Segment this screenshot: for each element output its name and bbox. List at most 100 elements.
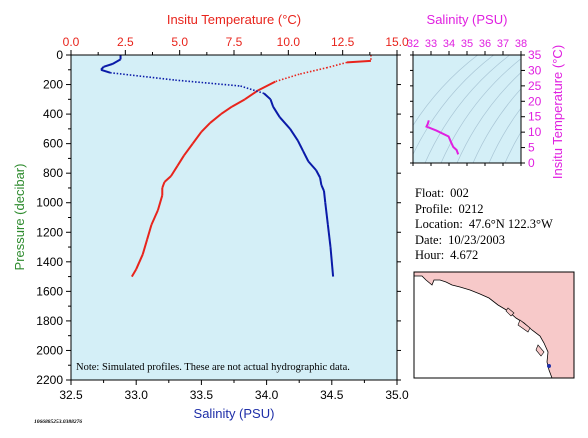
salinity-series: [100, 55, 335, 277]
pressure-tick-label: 1400: [36, 255, 63, 269]
ts-salinity-tick-label: 38: [515, 38, 527, 50]
series-segment: [275, 73, 300, 83]
salinity-tick-label: 33.5: [190, 388, 214, 402]
pressure-tick-label: 2000: [36, 343, 63, 357]
series-segment: [269, 98, 275, 108]
series-segment: [209, 113, 222, 124]
series-segment: [156, 195, 164, 211]
temperature-tick-label: 0.0: [63, 35, 80, 49]
density-contour: [504, 131, 521, 163]
ts-temperature-tick-label: 25: [528, 79, 542, 93]
ts-temperature-tick-label: 20: [528, 94, 542, 108]
temperature-tick-label: 10.0: [277, 35, 301, 49]
float-location-marker: [547, 364, 551, 368]
series-segment: [170, 165, 179, 177]
density-contour: [413, 55, 479, 127]
ts-salinity-tick-label: 36: [479, 38, 491, 50]
date-row: Date: 10/23/2003: [415, 233, 553, 249]
date-value: 10/23/2003: [448, 232, 506, 247]
profile-label: Profile:: [415, 201, 453, 216]
salinity-axis-label: Salinity (PSU): [194, 406, 275, 421]
timestamp-stamp: 1066885253.0388276: [34, 419, 83, 425]
pressure-tick-label: 400: [43, 107, 63, 121]
density-contour: [440, 58, 521, 163]
temperature-axis: 0.0 2.5 5.0 7.5 10.0 12.5 15.0: [63, 35, 409, 55]
series-segment: [327, 61, 348, 69]
profile-row: Profile: 0212: [415, 202, 553, 218]
temperature-tick-label: 2.5: [117, 35, 134, 49]
salinity-tick-label: 34.5: [320, 388, 344, 402]
pressure-tick-label: 600: [43, 137, 63, 151]
temperature-axis-label: Insitu Temperature (°C): [167, 12, 301, 27]
ts-plot-area: [413, 55, 521, 163]
density-contour: [472, 88, 521, 163]
series-segment: [183, 143, 194, 157]
ts-temperature-tick-label: 30: [528, 63, 542, 77]
hour-row: Hour: 4.672: [415, 248, 553, 264]
series-segment: [240, 85, 265, 95]
ts-salinity-tick-label: 37: [497, 38, 509, 50]
series-segment: [103, 62, 114, 68]
ts-salinity-tick-label: 32: [407, 38, 419, 50]
series-segment: [322, 190, 327, 203]
ts-temperature-tick-label: 0: [528, 156, 535, 170]
profile-value: 0212: [458, 201, 484, 216]
salinity-tick-label: 33.0: [125, 388, 149, 402]
series-segment: [297, 140, 305, 152]
ts-salinity-tick-label: 35: [461, 38, 473, 50]
density-contour: [456, 72, 521, 163]
ts-temperature-axis-label: Insitu Temperature (°C): [550, 45, 565, 179]
ts-temperature-tick-label: 10: [528, 125, 542, 139]
location-row: Location: 47.6°N 122.3°W: [415, 217, 553, 233]
profile-plot-area: [71, 55, 397, 380]
ts-salinity-tick-label: 34: [443, 38, 455, 50]
pressure-tick-label: 0: [56, 48, 63, 62]
series-segment: [150, 209, 159, 226]
series-segment: [320, 184, 325, 192]
series-segment: [100, 68, 111, 74]
ts-salinity-tick-label: 33: [425, 38, 437, 50]
temperature-series: [130, 55, 372, 278]
series-segment: [141, 239, 149, 255]
ts-curve: [425, 120, 460, 155]
map-frame: [413, 271, 575, 379]
salinity-axis: 32.5 33.0 33.5 34.0 34.5 35.0: [59, 380, 409, 402]
series-segment: [346, 59, 371, 64]
location-value: 47.6°N 122.3°W: [468, 217, 553, 231]
profile-plot: 0 200 400 600 800 1000 1200 1400 1600 1800 2000 220…: [12, 12, 409, 421]
series-segment: [257, 80, 276, 92]
series-segment: [146, 224, 153, 240]
pressure-tick-label: 200: [43, 78, 63, 92]
series-segment: [278, 116, 291, 130]
series-segment: [135, 254, 144, 270]
pressure-tick-label: 800: [43, 166, 63, 180]
density-contour: [413, 55, 495, 156]
series-segment: [302, 150, 310, 162]
float-info-panel: Float: 002 Profile: 0212 Location: 47.6°N 1…: [415, 186, 553, 264]
hour-label: Hour:: [415, 248, 445, 262]
float-label: Float:: [415, 186, 445, 200]
series-segment: [315, 169, 321, 179]
series-segment: [289, 128, 299, 142]
pressure-tick-label: 1200: [36, 225, 63, 239]
series-segment: [176, 154, 185, 167]
salinity-tick-label: 35.0: [385, 388, 409, 402]
ts-temperature-tick-label: 5: [528, 141, 535, 155]
temperature-tick-label: 15.0: [385, 35, 409, 49]
ts-salinity-axis: 32 33 34 35 36 37 38: [407, 38, 527, 166]
location-label: Location:: [415, 217, 463, 231]
pressure-tick-label: 1600: [36, 284, 63, 298]
density-contour: [424, 55, 511, 163]
series-segment: [326, 224, 332, 248]
island-2: [535, 344, 545, 357]
ts-series: [425, 120, 460, 155]
series-segment: [161, 181, 166, 189]
series-segment: [220, 105, 233, 115]
ts-salinity-axis-label: Salinity (PSU): [427, 12, 508, 27]
series-segment: [112, 58, 122, 65]
series-segment: [130, 268, 138, 278]
island-3: [505, 307, 515, 317]
series-segment: [191, 131, 203, 145]
ts-density-contours: [413, 55, 521, 163]
